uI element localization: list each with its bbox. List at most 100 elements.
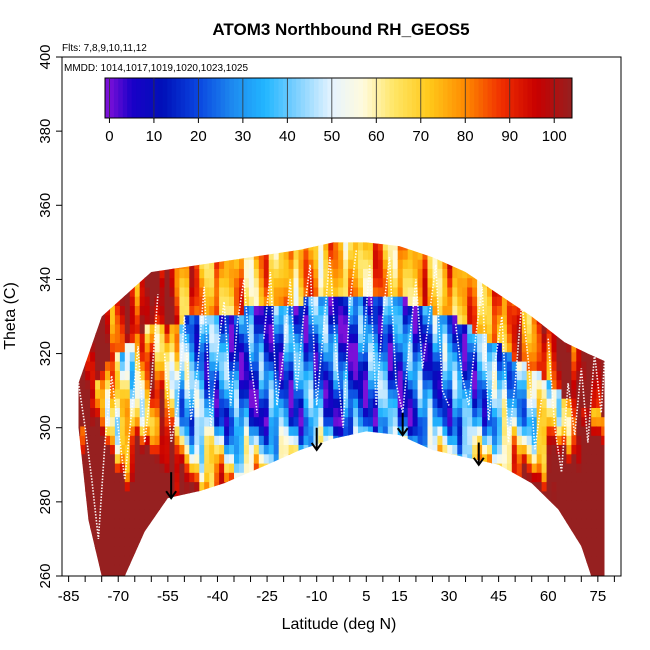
heatmap-cell (85, 323, 91, 334)
heatmap-cell (174, 323, 181, 334)
heatmap-cell (194, 296, 200, 306)
heatmap-cell (382, 444, 389, 455)
heatmap-cell (313, 277, 319, 288)
heatmap-cell (333, 361, 339, 371)
heatmap-cell (179, 323, 185, 334)
heatmap-cell (289, 231, 295, 241)
heatmap-cell (154, 242, 161, 251)
heatmap-cell (110, 370, 116, 381)
heatmap-cell (155, 231, 161, 241)
heatmap-cell (214, 296, 220, 306)
heatmap-cell (447, 462, 453, 473)
heatmap-cell (189, 361, 195, 371)
heatmap-cell (526, 509, 533, 520)
heatmap-cell (253, 509, 260, 520)
heatmap-cell (110, 407, 116, 418)
heatmap-cell (363, 500, 369, 510)
heatmap-cell (179, 333, 185, 344)
heatmap-cell (576, 435, 582, 445)
heatmap-cell (119, 481, 126, 492)
heatmap-cell (586, 564, 592, 575)
heatmap-cell (417, 305, 424, 316)
heatmap-cell (288, 323, 295, 334)
heatmap-cell (457, 407, 463, 418)
heatmap-cell (606, 268, 612, 278)
heatmap-cell (105, 231, 111, 241)
heatmap-cell (85, 453, 91, 464)
heatmap-cell (566, 268, 572, 279)
heatmap-cell (100, 249, 106, 260)
heatmap-cell (472, 249, 478, 260)
heatmap-cell (477, 453, 483, 464)
heatmap-cell (467, 444, 473, 455)
heatmap-cell (482, 537, 488, 547)
heatmap-cell (189, 472, 195, 483)
heatmap-cell (78, 342, 81, 353)
heatmap-cell (318, 370, 324, 381)
heatmap-cell (521, 537, 528, 547)
heatmap-cell (179, 379, 185, 390)
heatmap-cell (268, 462, 275, 473)
heatmap-cell (432, 370, 439, 381)
heatmap-cell (293, 481, 300, 492)
heatmap-cell (417, 314, 424, 325)
heatmap-cell (110, 416, 116, 427)
heatmap-cell (253, 277, 260, 288)
heatmap-cell (224, 342, 230, 353)
heatmap-cell (561, 509, 568, 520)
heatmap-cell (601, 462, 605, 473)
heatmap-cell (248, 435, 255, 445)
heatmap-cell (258, 314, 265, 325)
heatmap-cell (546, 500, 553, 510)
heatmap-cell (368, 527, 374, 538)
flight-track-line (77, 294, 159, 539)
heatmap-cell (576, 453, 582, 464)
heatmap-cell (606, 250, 612, 260)
heatmap-cell (105, 333, 111, 344)
heatmap-cell (85, 342, 91, 353)
heatmap-cell (273, 333, 280, 344)
heatmap-cell (194, 370, 200, 381)
heatmap-cell (358, 527, 364, 538)
heatmap-cell (80, 509, 86, 520)
heatmap-cell (358, 268, 364, 279)
heatmap-cell (591, 342, 597, 353)
colorbar-swatch (469, 78, 475, 118)
heatmap-cell (586, 453, 592, 464)
heatmap-cell (447, 379, 453, 390)
heatmap-cell (343, 249, 349, 260)
heatmap-cell (542, 231, 548, 241)
heatmap-cell (576, 481, 582, 492)
heatmap-cell (174, 564, 181, 575)
heatmap-cell (268, 249, 275, 260)
heatmap-cell (591, 574, 597, 576)
heatmap-cell (516, 416, 523, 427)
heatmap-cell (353, 472, 359, 483)
heatmap-cell (591, 407, 597, 418)
heatmap-cell (199, 296, 205, 306)
heatmap-cell (234, 314, 240, 325)
heatmap-cell (353, 286, 359, 297)
heatmap-cell (298, 537, 305, 547)
heatmap-cell (328, 435, 334, 445)
heatmap-cell (432, 379, 439, 390)
heatmap-cell (586, 286, 592, 297)
heatmap-cell (85, 416, 91, 427)
heatmap-cell (90, 453, 96, 464)
x-tick-label: -25 (256, 588, 278, 605)
heatmap-cell (343, 407, 349, 418)
heatmap-cell (154, 518, 161, 529)
heatmap-cell (154, 296, 161, 306)
heatmap-cell (487, 398, 493, 408)
heatmap-cell (427, 323, 434, 334)
heatmap-cell (407, 416, 414, 427)
colorbar-swatch (474, 78, 480, 118)
heatmap-cell (184, 249, 190, 260)
heatmap-cell (501, 277, 508, 288)
heatmap-cell (78, 398, 81, 408)
heatmap-cell (382, 407, 389, 418)
heatmap-cell (467, 333, 473, 344)
heatmap-cell (606, 500, 612, 510)
heatmap-cell (303, 398, 310, 408)
heatmap-cell (298, 388, 305, 399)
